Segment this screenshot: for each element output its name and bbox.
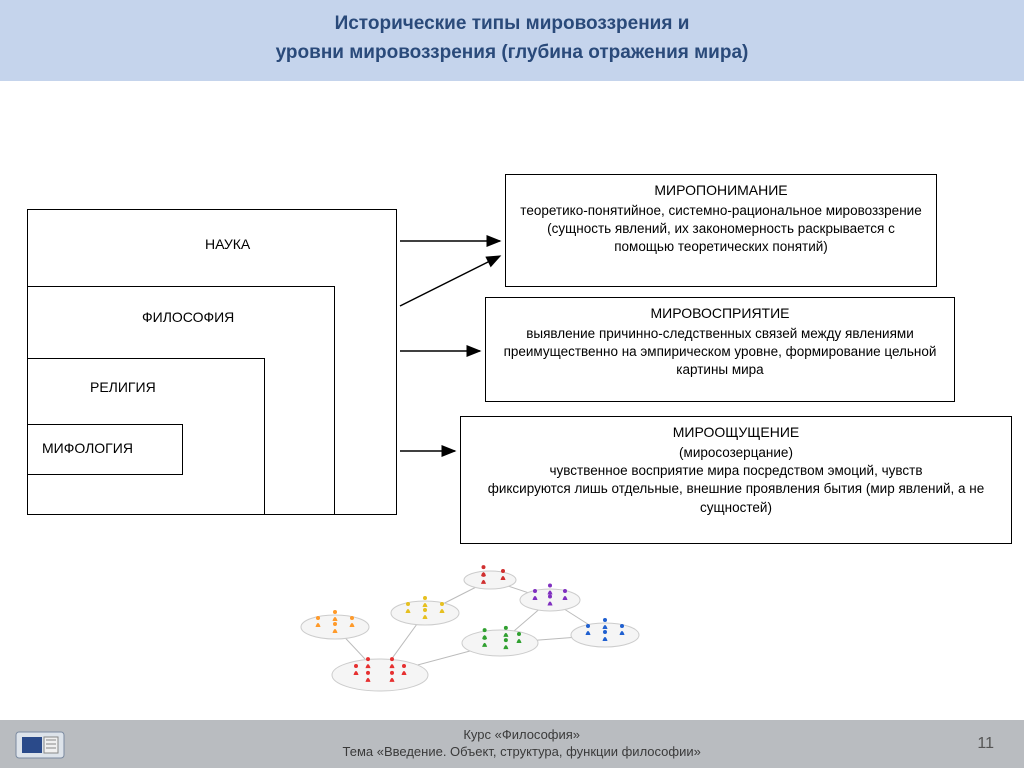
footer-course: Курс «Философия» [66,727,977,744]
title-line2: уровни мировоззрения (глубина отражения … [276,42,749,63]
footer-topic: Тема «Введение. Объект, структура, функц… [66,744,977,761]
network-illustration [290,565,670,715]
slide-title: Исторические типы мировоззрения и уровни… [0,10,1024,67]
diagram-area: НАУКА ФИЛОСОФИЯ РЕЛИГИЯ МИФОЛОГИЯ МИРОПО… [0,81,1024,641]
title-line1: Исторические типы мировоззрения и [335,13,690,34]
footer-bar: Курс «Философия» Тема «Введение. Объект,… [0,720,1024,768]
footer-logo-icon [14,726,66,762]
footer-page-number: 11 [977,735,994,753]
slide-header: Исторические типы мировоззрения и уровни… [0,0,1024,81]
footer-text: Курс «Философия» Тема «Введение. Объект,… [66,727,977,761]
arrows [0,81,1024,641]
